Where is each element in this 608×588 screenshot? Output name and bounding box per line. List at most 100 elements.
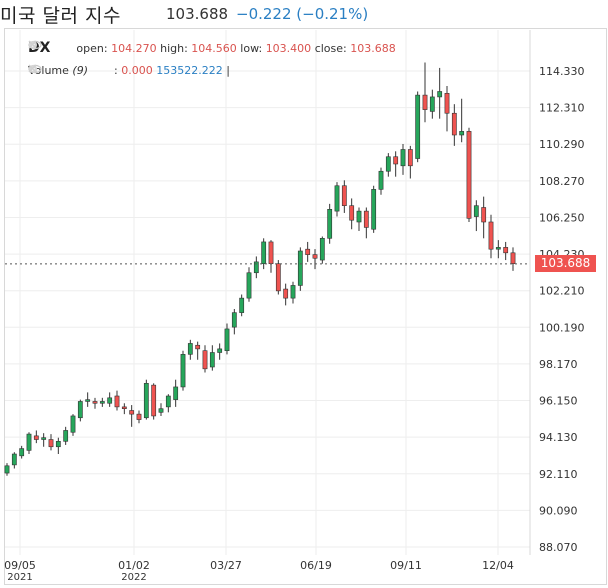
- volume-period: (9): [72, 64, 89, 77]
- candle-body: [422, 94, 428, 110]
- candle-body: [246, 272, 252, 299]
- candle-body: [275, 263, 281, 292]
- x-tick-label: 06/19: [300, 559, 332, 572]
- candle-body: [63, 430, 69, 442]
- high-value: 104.560: [191, 42, 237, 55]
- candle-body: [224, 328, 230, 351]
- low-value: 103.400: [265, 42, 312, 55]
- candle-body: [129, 410, 135, 415]
- candle-body: [48, 439, 54, 448]
- last-price: 103.688: [166, 5, 229, 23]
- y-tick-label: 90.090: [539, 504, 578, 517]
- candle-body: [180, 354, 186, 388]
- candle-body: [4, 465, 10, 474]
- instrument-name: 미국 달러 지수: [0, 5, 121, 27]
- candle-body: [283, 288, 289, 299]
- last-price-tag: 103.688: [535, 255, 596, 273]
- x-tick-label: 09/11: [390, 559, 422, 572]
- volume-value: 0.000: [121, 64, 153, 77]
- candle-body: [415, 94, 421, 159]
- x-tick-label: 01/02: [118, 559, 150, 572]
- candle-body: [305, 248, 311, 255]
- candle-body: [107, 397, 113, 404]
- candle-body: [363, 210, 369, 228]
- x-tick-year: 2021: [7, 572, 32, 583]
- candle-body: [356, 210, 362, 223]
- low-label: low:: [240, 42, 263, 55]
- price-legend: DX open: 104.270 high: 104.560 low: 103.…: [28, 40, 396, 56]
- volume-legend: Volume (9) : 0.000 153522.222 |: [28, 64, 230, 77]
- candle-body: [195, 344, 201, 350]
- volume-label: Volume: [28, 64, 69, 77]
- candle-body: [473, 205, 479, 217]
- candle-body: [85, 399, 91, 402]
- y-tick-label: 112.310: [539, 102, 585, 115]
- close-value: 103.688: [350, 42, 396, 55]
- candle-body: [143, 383, 149, 419]
- volume-ma-value: 153522.222: [156, 64, 223, 77]
- y-tick-label: 110.290: [539, 138, 585, 151]
- legend-separator: |: [226, 64, 230, 77]
- candle-body: [488, 221, 494, 250]
- candle-body: [510, 252, 516, 264]
- candle-body: [55, 441, 61, 448]
- candle-body: [70, 415, 76, 433]
- candle-body: [393, 156, 399, 165]
- y-tick-label: 88.070: [539, 541, 578, 554]
- candle-body: [437, 91, 443, 98]
- y-tick-label: 114.330: [539, 65, 585, 78]
- candle-body: [334, 185, 340, 212]
- x-tick-label: 03/27: [210, 559, 242, 572]
- candle-body: [121, 406, 127, 409]
- candle-body: [481, 207, 487, 223]
- candle-body: [165, 395, 171, 408]
- candle-body: [319, 238, 325, 261]
- candle-body: [297, 250, 303, 286]
- candle-body: [261, 241, 267, 264]
- x-tick-label: 12/04: [482, 559, 514, 572]
- candle-body: [11, 453, 17, 466]
- y-tick-label: 98.170: [539, 358, 578, 371]
- candle-body: [341, 185, 347, 206]
- y-tick-label: 100.190: [539, 321, 585, 334]
- candle-body: [26, 433, 32, 451]
- candle-body: [231, 312, 237, 328]
- candle-body: [187, 343, 193, 355]
- candle-body: [385, 156, 391, 172]
- candle-body: [209, 352, 215, 368]
- high-label: high:: [160, 42, 188, 55]
- price-change: −0.222 (−0.21%): [236, 5, 369, 23]
- candle-body: [327, 209, 333, 239]
- candle-body: [92, 401, 98, 404]
- candle-body: [429, 96, 435, 112]
- candle-body: [41, 437, 47, 440]
- y-tick-label: 102.210: [539, 285, 585, 298]
- candle-body: [268, 241, 274, 264]
- candle-body: [290, 285, 296, 299]
- open-label: open:: [76, 42, 108, 55]
- candle-body: [114, 395, 120, 408]
- candle-body: [202, 350, 208, 370]
- candle-body: [444, 92, 450, 114]
- title-bar: 미국 달러 지수 103.688 −0.222 (−0.21%): [0, 0, 608, 28]
- candle-body: [77, 401, 83, 419]
- open-value: 104.270: [111, 42, 157, 55]
- candle-body: [173, 386, 179, 400]
- close-label: close:: [314, 42, 347, 55]
- candle-body: [451, 112, 457, 136]
- candle-body: [33, 435, 39, 440]
- candle-body: [503, 247, 509, 254]
- x-tick-year: 2022: [121, 572, 146, 583]
- candle-body: [19, 448, 25, 457]
- candle-body: [158, 408, 164, 413]
- candle-body: [400, 149, 406, 167]
- y-tick-label: 96.150: [539, 395, 578, 408]
- candle-body: [217, 348, 223, 353]
- candle-body: [239, 297, 245, 313]
- y-tick-label: 92.110: [539, 468, 578, 481]
- chart-area[interactable]: [4, 28, 607, 585]
- candle-body: [495, 247, 501, 250]
- y-tick-label: 106.250: [539, 211, 585, 224]
- candle-body: [312, 254, 318, 259]
